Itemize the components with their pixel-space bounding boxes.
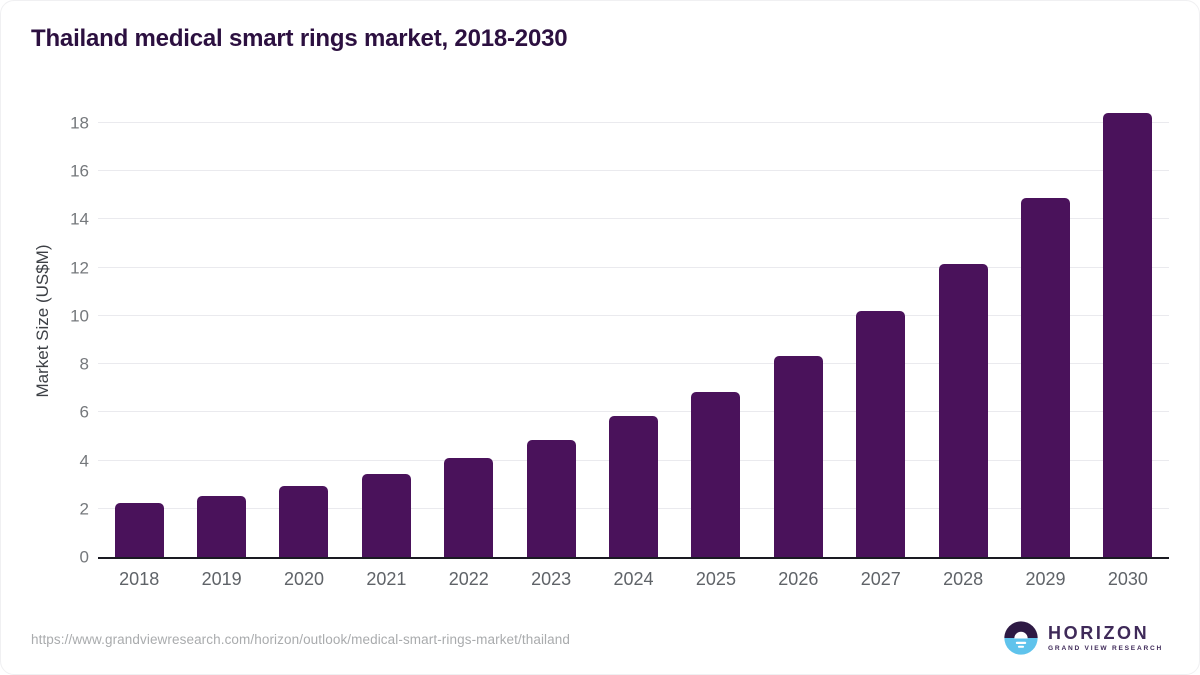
x-tick-label-2022: 2022: [448, 569, 489, 589]
bar-slot-2021: [345, 100, 427, 557]
bar-2030[interactable]: [1103, 113, 1153, 557]
bar-slot-2028: [922, 100, 1004, 557]
x-tick-label-2030: 2030: [1107, 569, 1148, 589]
bars-row: [98, 100, 1169, 557]
bar-slot-2027: [840, 100, 922, 557]
y-tick-label-8: 8: [79, 354, 89, 374]
bar-2019[interactable]: [197, 495, 247, 557]
y-axis-ticks: 0 2 4 6 8 10 12 14 16 18: [31, 100, 89, 565]
bar-2023[interactable]: [526, 440, 576, 557]
y-tick-label-16: 16: [70, 161, 89, 181]
gridline-14: [98, 218, 1169, 220]
gridline-16: [98, 170, 1169, 172]
plot-area: [98, 100, 1169, 557]
x-tick-label-2025: 2025: [695, 569, 736, 589]
y-tick-label-14: 14: [70, 209, 89, 229]
bar-slot-2029: [1004, 100, 1086, 557]
bar-2022[interactable]: [444, 458, 494, 557]
page-title: Thailand medical smart rings market, 201…: [31, 25, 568, 52]
x-tick-label-2021: 2021: [366, 569, 407, 589]
bar-slot-2030: [1087, 100, 1169, 557]
bar-slot-2022: [428, 100, 510, 557]
y-tick-label-18: 18: [70, 113, 89, 133]
bar-2018[interactable]: [114, 502, 164, 557]
bar-slot-2018: [98, 100, 180, 557]
x-tick-label-2026: 2026: [778, 569, 819, 589]
x-tick-label-2027: 2027: [860, 569, 901, 589]
x-tick-label-2023: 2023: [531, 569, 572, 589]
horizon-sun-icon: [1004, 621, 1038, 655]
gridline-10: [98, 314, 1169, 316]
y-tick-label-0: 0: [79, 547, 89, 567]
bar-2020[interactable]: [279, 485, 329, 557]
bar-2027[interactable]: [856, 311, 906, 557]
x-axis-line: [98, 557, 1169, 559]
x-axis-labels: 2018 2019 2020 2021 2022 2023 2024 2025 2026 2027…: [98, 569, 1169, 590]
bar-2025[interactable]: [691, 391, 741, 557]
x-tick-label-2029: 2029: [1025, 569, 1066, 589]
bar-slot-2026: [757, 100, 839, 557]
gridline-18: [98, 121, 1169, 123]
bar-2024[interactable]: [609, 415, 659, 557]
y-tick-label-6: 6: [79, 402, 89, 422]
y-tick-label-4: 4: [79, 451, 89, 471]
x-tick-label-2028: 2028: [943, 569, 984, 589]
source-url[interactable]: https://www.grandviewresearch.com/horizo…: [31, 632, 570, 647]
gridline-8: [98, 363, 1169, 365]
gridline-6: [98, 411, 1169, 413]
bar-slot-2024: [592, 100, 674, 557]
x-tick-label-2018: 2018: [119, 569, 160, 589]
x-tick-label-2019: 2019: [201, 569, 242, 589]
logo-name: HORIZON: [1048, 623, 1150, 644]
bar-2021[interactable]: [361, 473, 411, 557]
bar-slot-2023: [510, 100, 592, 557]
logo-subtext: GRAND VIEW RESEARCH: [1048, 644, 1163, 652]
y-tick-label-2: 2: [79, 499, 89, 519]
logo-text: HORIZON GRAND VIEW RESEARCH: [1048, 624, 1163, 652]
bar-2029[interactable]: [1020, 197, 1070, 557]
x-tick-label-2024: 2024: [613, 569, 654, 589]
gridline-12: [98, 266, 1169, 268]
y-tick-label-12: 12: [70, 258, 89, 278]
bar-2026[interactable]: [773, 355, 823, 557]
bar-2028[interactable]: [938, 264, 988, 557]
bar-slot-2020: [263, 100, 345, 557]
x-tick-label-2020: 2020: [283, 569, 324, 589]
y-tick-label-10: 10: [70, 306, 89, 326]
horizon-logo[interactable]: HORIZON GRAND VIEW RESEARCH: [1003, 620, 1163, 656]
bar-slot-2019: [180, 100, 262, 557]
bar-slot-2025: [675, 100, 757, 557]
